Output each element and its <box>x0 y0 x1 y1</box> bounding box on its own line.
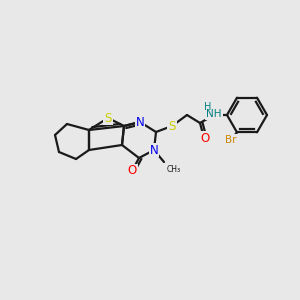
Text: O: O <box>200 131 210 145</box>
Text: S: S <box>168 119 176 133</box>
Text: H: H <box>204 102 212 112</box>
Text: NH: NH <box>206 109 222 119</box>
Text: S: S <box>104 112 112 124</box>
Text: Br: Br <box>225 135 237 145</box>
Text: O: O <box>128 164 136 178</box>
Text: CH₃: CH₃ <box>167 165 181 174</box>
Text: N: N <box>150 143 158 157</box>
Text: N: N <box>136 116 144 128</box>
